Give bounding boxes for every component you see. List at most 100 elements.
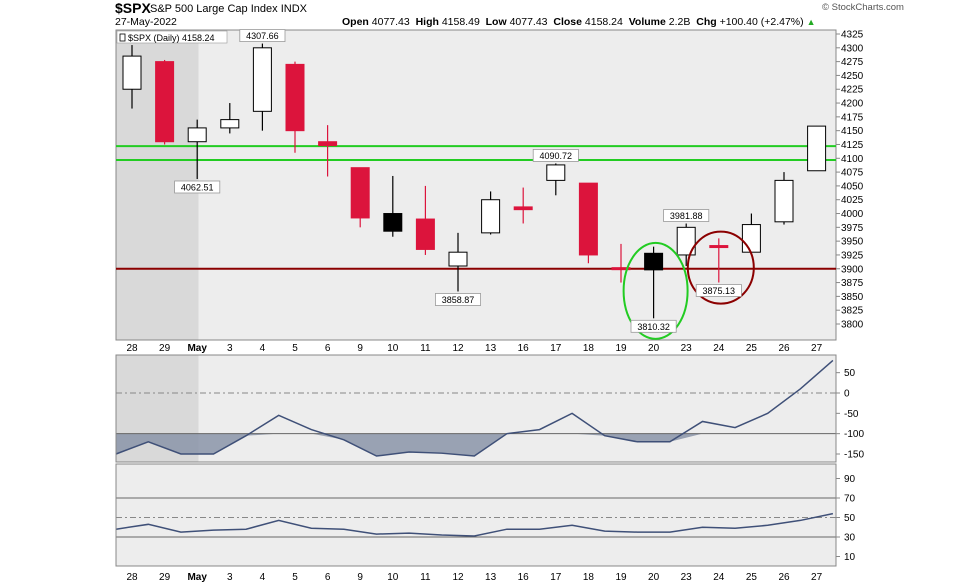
- price-x-tick-label: 9: [357, 343, 363, 354]
- price-x-tick-label: 5: [292, 343, 298, 354]
- price-x-tick-label: 28: [126, 343, 138, 354]
- price-y-tick-label: 4125: [841, 140, 864, 151]
- bottom-x-tick-label: 29: [159, 572, 171, 583]
- value-label: 3858.87: [442, 295, 475, 305]
- oscillator-y-tick-label: 0: [844, 389, 850, 400]
- price-y-tick-label: 3875: [841, 278, 864, 289]
- volume-label: Volume: [628, 16, 666, 28]
- close-label: Close: [553, 16, 582, 28]
- bottom-x-tick-label: 6: [325, 572, 331, 583]
- price-x-tick-label: 11: [420, 343, 431, 354]
- bottom-x-tick-label: 5: [292, 572, 298, 583]
- price-x-tick-label: 10: [387, 343, 399, 354]
- candle-body: [578, 182, 598, 256]
- bottom-x-tick-label: 26: [778, 572, 790, 583]
- candle-body: [807, 125, 827, 172]
- candle-body: [155, 61, 175, 143]
- index-name: S&P 500 Large Cap Index: [150, 3, 278, 15]
- oscillator-fill: [116, 433, 833, 457]
- price-y-tick-label: 4275: [841, 57, 864, 68]
- up-arrow-icon: ▲: [806, 17, 816, 27]
- candle-body: [709, 245, 729, 249]
- candle-body: [383, 213, 403, 232]
- candle-body: [644, 252, 664, 271]
- stockcharts-credit[interactable]: © StockCharts.com: [822, 2, 904, 13]
- price-y-tick-label: 4025: [841, 195, 864, 206]
- price-y-tick-label: 4225: [841, 85, 864, 96]
- oscillator-line: [115, 359, 834, 457]
- chg-label: Chg: [696, 16, 717, 28]
- candle-body: [350, 167, 370, 219]
- price-x-tick-label: 13: [485, 343, 497, 354]
- candle-body: [285, 63, 305, 132]
- high-value: 4158.49: [441, 16, 480, 28]
- rsi-y-tick-label: 50: [844, 513, 856, 524]
- candle-body: [415, 218, 435, 250]
- high-label: High: [415, 16, 439, 28]
- bottom-x-tick-label: 27: [811, 572, 823, 583]
- value-label-box: [239, 29, 286, 42]
- price-y-tick-label: 4325: [841, 30, 864, 41]
- value-label-box: [174, 180, 221, 194]
- price-x-tick-label: 27: [811, 343, 823, 354]
- bottom-x-tick-label: 16: [518, 572, 530, 583]
- candle-body: [122, 55, 142, 90]
- candle-body: [252, 47, 272, 112]
- value-label-box: [630, 319, 677, 333]
- candle-body: [611, 267, 631, 271]
- candle-body: [741, 224, 761, 253]
- ohlc-readout: Open 4077.43 High 4158.49 Low 4077.43 Cl…: [342, 16, 815, 28]
- rsi-y-tick-label: 90: [844, 474, 856, 485]
- bottom-x-tick-label: 24: [713, 572, 725, 583]
- annotation-circle: [622, 241, 689, 340]
- legend-text: $SPX (Daily) 4158.24: [128, 33, 215, 43]
- oscillator-y-tick-label: -100: [844, 429, 864, 440]
- legend-candle-icon: [119, 33, 126, 42]
- bottom-x-tick-label: 13: [485, 572, 497, 583]
- price-x-tick-label: 4: [260, 343, 266, 354]
- oscillator-panel-border: [115, 354, 837, 463]
- bottom-x-tick-label: 23: [681, 572, 693, 583]
- price-y-tick-label: 3825: [841, 306, 864, 317]
- bottom-x-tick-label: 11: [420, 572, 431, 583]
- price-y-tick-label: 4050: [841, 181, 864, 192]
- price-x-tick-label: 6: [325, 343, 331, 354]
- rsi-line: [115, 512, 834, 537]
- price-x-tick-label: 17: [550, 343, 562, 354]
- candle-body: [774, 179, 794, 223]
- price-x-tick-label: 24: [713, 343, 725, 354]
- value-label-box: [695, 284, 742, 297]
- close-value: 4158.24: [584, 16, 623, 28]
- price-y-tick-label: 4000: [841, 209, 864, 220]
- price-x-tick-label: 12: [452, 343, 464, 354]
- price-y-tick-label: 3800: [841, 320, 864, 331]
- price-x-tick-label: 3: [227, 343, 233, 354]
- price-y-tick-label: 3975: [841, 223, 864, 234]
- value-label: 4062.51: [181, 182, 214, 192]
- price-x-tick-label: May: [187, 343, 207, 354]
- chart-header: $SPX S&P 500 Large Cap Index INDX 27-May…: [0, 0, 980, 34]
- candle-body: [546, 164, 566, 181]
- annotation-circle: [686, 230, 755, 305]
- value-label: 4307.66: [246, 31, 279, 41]
- open-value: 4077.43: [371, 16, 410, 28]
- value-label-box: [434, 293, 481, 306]
- rsi-y-tick-label: 10: [844, 552, 856, 563]
- chart-date: 27-May-2022: [115, 16, 177, 28]
- price-y-tick-label: 4200: [841, 99, 864, 110]
- candle-body: [448, 251, 468, 267]
- price-panel-border: [115, 29, 837, 341]
- bottom-x-tick-label: 25: [746, 572, 758, 583]
- bottom-x-tick-label: May: [187, 572, 207, 583]
- price-y-tick-label: 4175: [841, 112, 864, 123]
- oscillator-y-tick-label: 50: [844, 368, 856, 379]
- price-x-tick-label: 23: [681, 343, 693, 354]
- price-y-tick-label: 3950: [841, 237, 864, 248]
- bottom-x-tick-label: 17: [550, 572, 562, 583]
- bottom-x-tick-label: 12: [452, 572, 464, 583]
- price-y-tick-label: 4250: [841, 71, 864, 82]
- candle-body: [318, 141, 338, 147]
- price-y-tick-label: 4150: [841, 126, 864, 137]
- bottom-x-tick-label: 19: [615, 572, 627, 583]
